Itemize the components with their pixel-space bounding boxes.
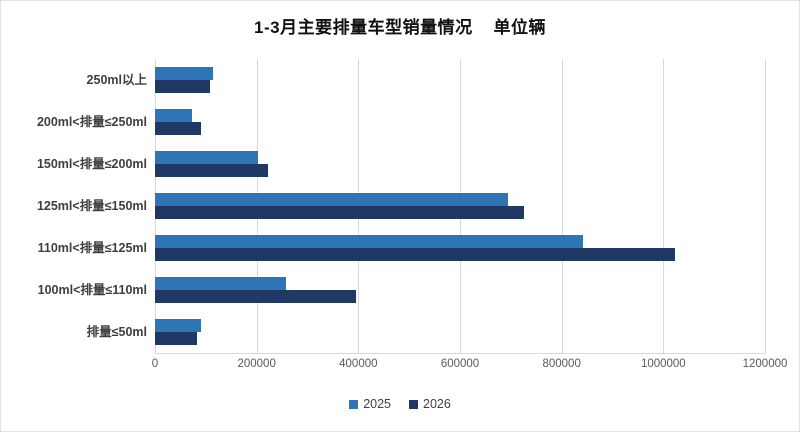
legend-label: 2026 bbox=[423, 397, 451, 411]
bar-2026 bbox=[155, 80, 210, 93]
bar-2026 bbox=[155, 206, 524, 219]
x-tick-label: 600000 bbox=[440, 358, 480, 370]
bar-2026 bbox=[155, 332, 197, 345]
plot-area bbox=[155, 59, 766, 354]
category-label: 250ml以上 bbox=[86, 73, 147, 87]
legend-item-2026: 2026 bbox=[409, 397, 451, 411]
category-label: 150ml<排量≤200ml bbox=[36, 157, 147, 171]
bar-2025 bbox=[155, 109, 192, 122]
gridline bbox=[561, 59, 563, 353]
bar-2025 bbox=[155, 235, 584, 248]
category-label: 100ml<排量≤110ml bbox=[37, 283, 147, 297]
bar-2025 bbox=[155, 319, 201, 332]
x-tick-label: 1200000 bbox=[742, 358, 788, 370]
bar-2025 bbox=[155, 151, 259, 164]
x-tick-label: 400000 bbox=[339, 358, 378, 370]
bar-2026 bbox=[155, 290, 356, 303]
category-label: 110ml<排量≤125ml bbox=[37, 241, 147, 255]
bar-2026 bbox=[155, 122, 201, 135]
x-tick-label: 800000 bbox=[542, 358, 581, 370]
category-label: 125ml<排量≤150ml bbox=[36, 199, 147, 213]
bar-2025 bbox=[155, 193, 508, 206]
category-label: 排量≤50ml bbox=[86, 325, 147, 339]
bar-2025 bbox=[155, 67, 214, 80]
x-tick-label: 0 bbox=[151, 358, 159, 370]
legend-swatch-icon bbox=[409, 399, 418, 409]
category-label: 200ml<排量≤250ml bbox=[36, 115, 147, 129]
legend: 2025 2026 bbox=[1, 397, 799, 411]
gridline bbox=[765, 59, 766, 353]
bar-2025 bbox=[155, 277, 286, 290]
legend-item-2025: 2025 bbox=[349, 397, 391, 411]
legend-label: 2025 bbox=[363, 397, 391, 411]
x-tick-label: 200000 bbox=[237, 358, 276, 370]
chart-title: 1-3月主要排量车型销量情况 单位辆 bbox=[254, 18, 546, 37]
legend-swatch-icon bbox=[349, 399, 359, 409]
bar-2026 bbox=[155, 164, 269, 177]
x-tick-label: 1000000 bbox=[640, 358, 686, 370]
bar-2026 bbox=[155, 248, 675, 261]
gridline bbox=[663, 59, 665, 353]
